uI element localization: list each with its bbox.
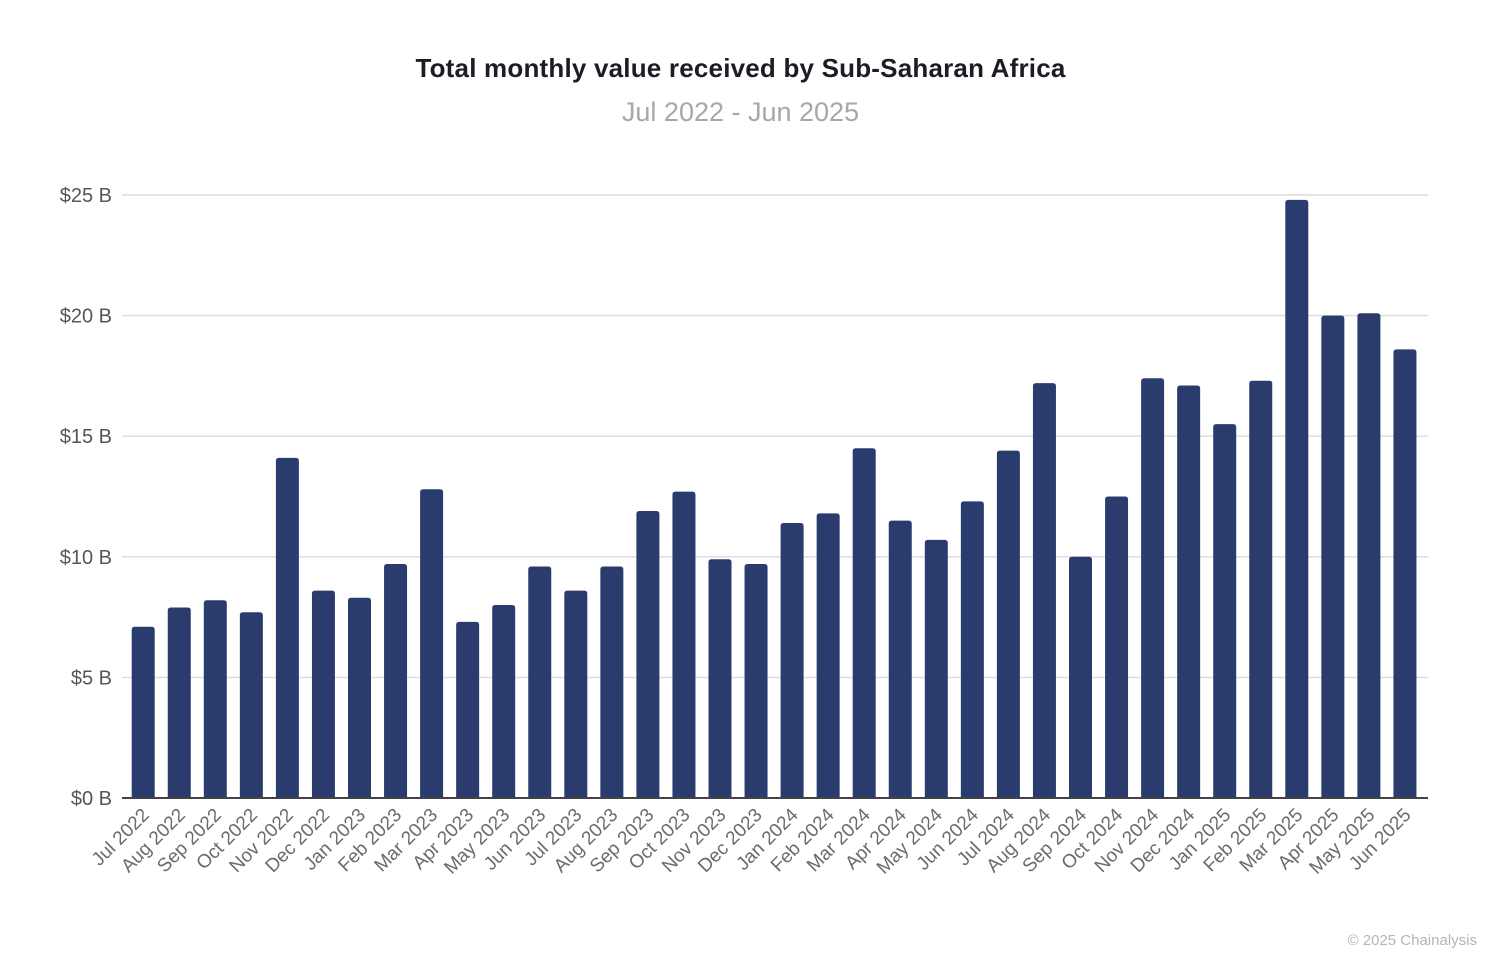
bar-jun-2023[interactable]: [528, 566, 552, 798]
bar-feb-2025[interactable]: [1249, 380, 1273, 798]
bar-dec-2023[interactable]: [744, 564, 768, 798]
y-tick-label: $15 B: [60, 426, 112, 448]
bar-jan-2024[interactable]: [780, 523, 804, 798]
bar-feb-2023[interactable]: [384, 564, 408, 798]
bar-jan-2025[interactable]: [1213, 424, 1237, 798]
y-tick-label: $0 B: [71, 788, 112, 810]
bar-jan-2023[interactable]: [348, 597, 371, 798]
bar-aug-2024[interactable]: [1032, 383, 1056, 798]
bar-oct-2024[interactable]: [1105, 496, 1129, 799]
chart-header: Total monthly value received by Sub-Saha…: [0, 53, 1481, 128]
bar-apr-2025[interactable]: [1321, 315, 1345, 798]
y-tick-label: $25 B: [60, 185, 112, 207]
bar-dec-2024[interactable]: [1177, 385, 1201, 798]
bar-nov-2022[interactable]: [275, 457, 299, 798]
bar-nov-2023[interactable]: [708, 559, 732, 798]
bar-oct-2022[interactable]: [239, 612, 263, 798]
bar-apr-2023[interactable]: [456, 621, 480, 798]
chart-title: Total monthly value received by Sub-Saha…: [415, 53, 1066, 83]
bar-may-2024[interactable]: [924, 539, 948, 798]
y-tick-label: $10 B: [60, 547, 112, 569]
bar-mar-2025[interactable]: [1285, 199, 1309, 799]
bar-mar-2024[interactable]: [852, 448, 876, 798]
bar-dec-2022[interactable]: [311, 590, 335, 798]
bar-sep-2023[interactable]: [636, 510, 660, 798]
y-tick-label: $5 B: [71, 667, 112, 689]
bar-sep-2024[interactable]: [1069, 556, 1092, 798]
bar-aug-2022[interactable]: [167, 607, 191, 798]
bar-apr-2024[interactable]: [888, 520, 912, 798]
chart-subtitle: Jul 2022 - Jun 2025: [621, 97, 860, 127]
bar-jun-2025[interactable]: [1393, 349, 1417, 798]
bar-may-2025[interactable]: [1357, 313, 1381, 798]
bar-mar-2023[interactable]: [420, 489, 444, 798]
bar-sep-2022[interactable]: [203, 600, 227, 798]
bar-aug-2023[interactable]: [600, 566, 624, 798]
bar-feb-2024[interactable]: [816, 513, 840, 798]
bar-jul-2023[interactable]: [564, 590, 588, 798]
copyright-notice: © 2025 Chainalysis: [1347, 932, 1477, 949]
bar-may-2023[interactable]: [492, 605, 516, 798]
y-tick-label: $20 B: [60, 306, 112, 328]
bar-jun-2024[interactable]: [960, 501, 984, 798]
bar-jul-2022[interactable]: [131, 626, 155, 798]
bar-jul-2024[interactable]: [996, 450, 1020, 798]
bar-oct-2023[interactable]: [672, 491, 696, 798]
bar-nov-2024[interactable]: [1141, 378, 1165, 798]
